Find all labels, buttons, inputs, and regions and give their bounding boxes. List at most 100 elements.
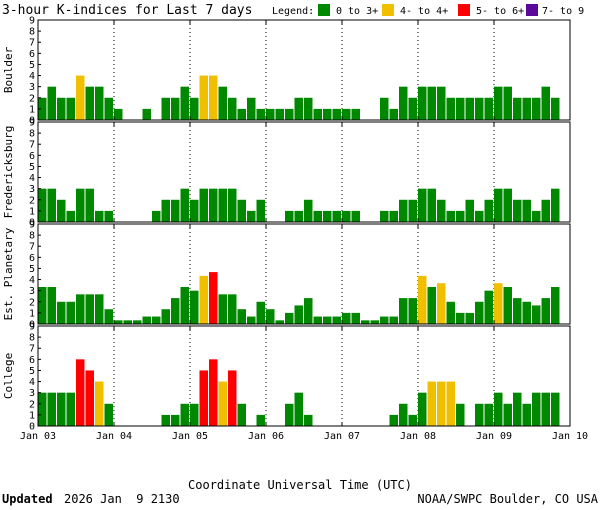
k-bar xyxy=(389,108,398,120)
k-bar xyxy=(161,414,170,426)
k-bar xyxy=(342,108,351,120)
legend-swatch-5-6 xyxy=(458,4,470,16)
k-bar xyxy=(85,86,94,120)
k-bar xyxy=(446,301,455,324)
y-tick-label: 5 xyxy=(29,264,35,275)
k-bar xyxy=(47,392,56,426)
y-tick-label: 3 xyxy=(29,286,35,297)
y-tick-label: 6 xyxy=(29,49,35,60)
x-axis-label: Coordinate Universal Time (UTC) xyxy=(188,478,412,492)
k-bar xyxy=(323,316,332,324)
y-tick-label: 7 xyxy=(29,242,35,253)
k-bar xyxy=(418,188,427,222)
k-bar xyxy=(142,108,151,120)
k-bar xyxy=(171,199,180,222)
y-tick-label: 5 xyxy=(29,366,35,377)
k-bar xyxy=(351,210,360,222)
k-bar xyxy=(256,108,265,120)
k-bar xyxy=(38,188,47,222)
legend-swatch-0-3 xyxy=(318,4,330,16)
y-tick-label: 1 xyxy=(29,206,35,217)
k-bar xyxy=(209,188,218,222)
k-bar xyxy=(427,188,436,222)
k-bar xyxy=(522,301,531,324)
k-bar xyxy=(95,210,104,222)
k-bar xyxy=(551,287,560,324)
k-bar xyxy=(503,287,512,324)
k-bar xyxy=(285,403,294,426)
k-bar xyxy=(541,392,550,426)
y-tick-label: 6 xyxy=(29,355,35,366)
k-bar xyxy=(494,188,503,222)
k-bar xyxy=(57,199,66,222)
k-bar xyxy=(399,86,408,120)
k-bar xyxy=(513,199,522,222)
k-bar xyxy=(389,316,398,324)
k-bar xyxy=(190,403,199,426)
k-bar xyxy=(399,403,408,426)
y-tick-label: 9 xyxy=(29,118,35,129)
k-bar xyxy=(408,199,417,222)
k-bar xyxy=(142,316,151,324)
k-bar xyxy=(285,210,294,222)
k-bar xyxy=(228,370,237,426)
k-bar xyxy=(180,188,189,222)
legend-entry-4: 4- to 4+ xyxy=(400,6,448,17)
y-tick-label: 8 xyxy=(29,231,35,242)
k-bar xyxy=(475,97,484,120)
x-tick-label: Jan 04 xyxy=(96,431,132,442)
k-bar xyxy=(418,86,427,120)
y-tick-label: 7 xyxy=(29,344,35,355)
k-bar xyxy=(104,210,113,222)
x-tick-label: Jan 05 xyxy=(172,431,208,442)
y-tick-label: 5 xyxy=(29,60,35,71)
k-bar xyxy=(190,290,199,324)
k-bar xyxy=(294,210,303,222)
k-bar xyxy=(494,392,503,426)
k-bar xyxy=(66,392,75,426)
k-bar xyxy=(503,188,512,222)
k-bar xyxy=(199,188,208,222)
k-bar xyxy=(361,320,370,324)
k-bar xyxy=(237,309,246,324)
k-bar xyxy=(104,403,113,426)
k-bar xyxy=(532,97,541,120)
k-bar xyxy=(313,210,322,222)
k-bar xyxy=(522,97,531,120)
k-bar xyxy=(532,392,541,426)
panel-label: College xyxy=(2,353,15,399)
k-bar xyxy=(47,86,56,120)
legend-swatch-4 xyxy=(382,4,394,16)
k-bar xyxy=(541,86,550,120)
k-bar xyxy=(171,298,180,324)
k-bar xyxy=(76,188,85,222)
footer-credit: NOAA/SWPC Boulder, CO USA xyxy=(417,492,598,506)
k-bar xyxy=(104,309,113,324)
y-tick-label: 5 xyxy=(29,162,35,173)
k-bar xyxy=(161,309,170,324)
k-bar xyxy=(47,188,56,222)
k-bar xyxy=(275,320,284,324)
k-bar xyxy=(408,97,417,120)
k-bar xyxy=(180,403,189,426)
x-tick-label: Jan 07 xyxy=(324,431,360,442)
k-bar xyxy=(152,316,161,324)
k-bar xyxy=(351,108,360,120)
k-bar xyxy=(66,210,75,222)
k-bar xyxy=(513,298,522,324)
y-tick-label: 2 xyxy=(29,93,35,104)
k-bar xyxy=(38,287,47,324)
k-bar xyxy=(484,290,493,324)
k-bar xyxy=(475,403,484,426)
k-bar xyxy=(323,210,332,222)
k-bar xyxy=(285,312,294,324)
k-bar xyxy=(380,210,389,222)
y-tick-label: 1 xyxy=(29,410,35,421)
legend-swatch-7-9 xyxy=(526,4,538,16)
k-bar xyxy=(541,298,550,324)
k-bar xyxy=(399,199,408,222)
k-bar xyxy=(389,414,398,426)
k-bar xyxy=(437,199,446,222)
y-tick-label: 4 xyxy=(29,275,35,286)
k-bar xyxy=(104,97,113,120)
